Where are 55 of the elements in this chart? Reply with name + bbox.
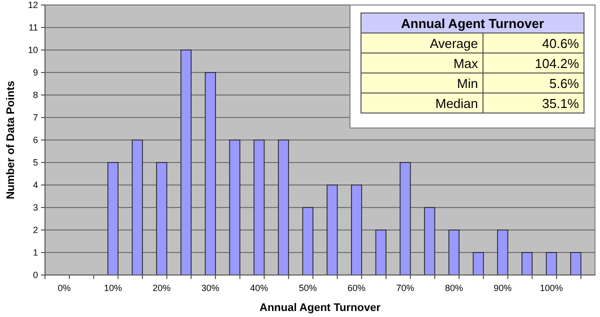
annotation: Annual Agent Turnover xyxy=(401,16,544,31)
bar xyxy=(424,207,436,276)
bar xyxy=(204,72,216,276)
bar xyxy=(522,252,533,276)
y-tick-label: 4 xyxy=(32,180,38,190)
bar xyxy=(570,252,582,276)
y-axis-title: Number of Data Points xyxy=(5,80,17,200)
bar xyxy=(132,140,143,276)
bar xyxy=(546,252,557,276)
y-tick-label: 7 xyxy=(32,112,38,122)
bar xyxy=(472,252,484,276)
annotation: Median xyxy=(435,96,478,111)
x-tick-label: 40% xyxy=(250,283,268,293)
x-tick-label: 80% xyxy=(444,283,463,293)
bar xyxy=(229,140,240,276)
y-tick-label: 1 xyxy=(32,248,38,258)
annotation: Average xyxy=(430,36,478,51)
bar xyxy=(180,50,192,276)
bar xyxy=(351,184,362,276)
annotation: 35.1% xyxy=(542,96,580,111)
bar xyxy=(156,162,168,276)
x-tick-label: 100% xyxy=(540,283,563,293)
x-tick-label: 0% xyxy=(58,283,71,293)
y-tick-label: 10 xyxy=(28,45,38,55)
x-tick-label: 60% xyxy=(348,283,366,293)
x-tick-label: 30% xyxy=(201,283,220,293)
bar xyxy=(254,140,265,276)
x-axis-title: Annual Agent Turnover xyxy=(260,302,382,314)
bar xyxy=(497,230,508,276)
annotation: 5.6% xyxy=(549,76,580,91)
x-tick-label: 90% xyxy=(494,283,512,293)
bar xyxy=(448,230,460,276)
bar xyxy=(302,207,314,276)
annotation: 104.2% xyxy=(534,56,580,71)
x-tick-label: 70% xyxy=(396,283,414,293)
y-tick-label: 2 xyxy=(32,225,38,235)
annotation: 40.6% xyxy=(542,36,580,51)
annotation: Max xyxy=(453,56,478,71)
y-tick-label: 12 xyxy=(28,0,38,10)
y-tick-label: 11 xyxy=(28,22,38,32)
bar xyxy=(326,184,338,276)
bar xyxy=(375,230,386,276)
bar xyxy=(278,140,289,276)
y-tick-label: 3 xyxy=(32,202,38,212)
annotation: Min xyxy=(457,76,478,91)
y-tick-label: 9 xyxy=(32,68,38,78)
x-tick-label: 10% xyxy=(104,283,122,293)
y-tick-label: 0 xyxy=(32,270,38,280)
y-tick-label: 5 xyxy=(32,158,38,168)
y-tick-label: 6 xyxy=(32,135,38,145)
x-tick-label: 50% xyxy=(298,283,317,293)
bar xyxy=(400,162,411,276)
bar xyxy=(107,162,118,276)
x-tick-label: 20% xyxy=(152,283,171,293)
y-tick-label: 8 xyxy=(32,90,38,100)
